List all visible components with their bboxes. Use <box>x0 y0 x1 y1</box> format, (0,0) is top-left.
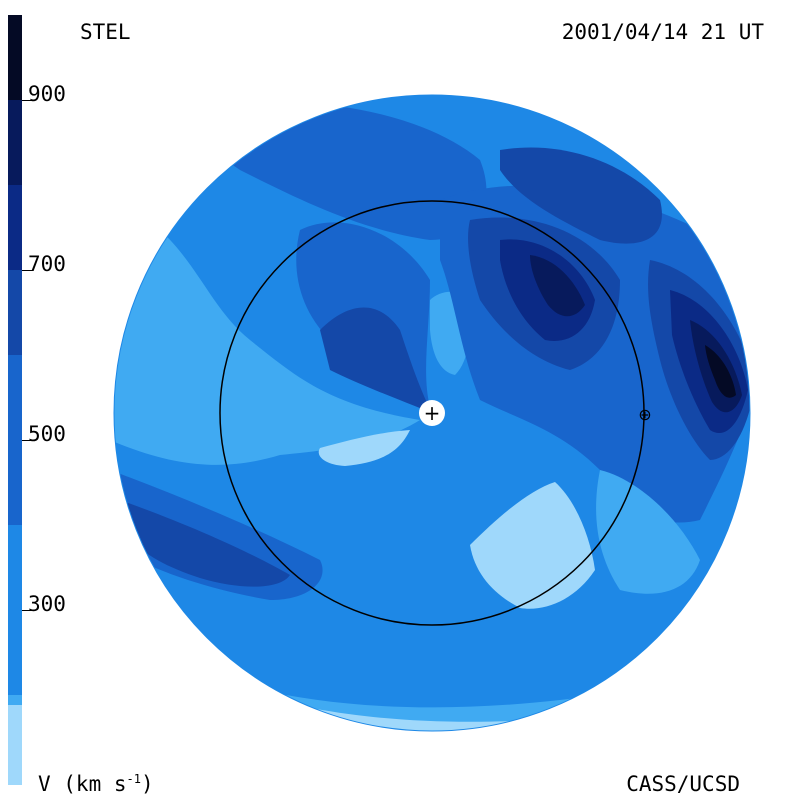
colorbar-tick-label: 300 <box>28 592 66 616</box>
colorbar-level-5 <box>8 270 22 355</box>
units-suffix: ) <box>140 772 154 796</box>
contour-high-left <box>120 500 290 587</box>
units-exponent: -1 <box>126 772 141 786</box>
colorbar-level-4 <box>8 355 22 525</box>
colorbar-tick-mark <box>22 270 32 271</box>
contour-peak-center <box>530 255 585 317</box>
colorbar-tick-mark <box>22 610 32 611</box>
colorbar-tick-mark <box>22 100 32 101</box>
earth-symbol: ⊕ <box>638 405 651 424</box>
earth-orbit-ring <box>219 200 645 626</box>
contour-lowest-center <box>318 430 410 466</box>
units-prefix: V (km s <box>38 772 127 796</box>
velocity-colorbar <box>8 15 32 785</box>
colorbar-level-2 <box>8 695 22 705</box>
colorbar-level-7 <box>8 100 22 185</box>
colorbar-tick-label: 900 <box>28 82 66 106</box>
sun-marker <box>419 400 445 426</box>
sun-symbol: + <box>424 401 441 425</box>
colorbar-level-8 <box>8 15 22 100</box>
colorbar-level-3 <box>8 525 22 695</box>
contour-lowest-patch <box>470 482 595 609</box>
units-label: V (km s-1) <box>38 772 154 796</box>
contour-high-top <box>500 147 662 244</box>
contour-high-upper <box>320 307 432 413</box>
contour-low-right <box>596 470 700 594</box>
colorbar-tick-label: 500 <box>28 422 66 446</box>
credit-label: CASS/UCSD <box>626 772 740 796</box>
map-disk-edge <box>113 94 751 732</box>
colorbar-tick-label: 700 <box>28 252 66 276</box>
source-label: STEL <box>80 20 131 44</box>
colorbar-tick-mark <box>22 440 32 441</box>
timestamp-label: 2001/04/14 21 UT <box>561 20 764 44</box>
colorbar-level-1 <box>8 705 22 785</box>
contour-max-right <box>705 345 736 398</box>
contour-low-left <box>114 200 420 465</box>
colorbar-level-6 <box>8 185 22 270</box>
